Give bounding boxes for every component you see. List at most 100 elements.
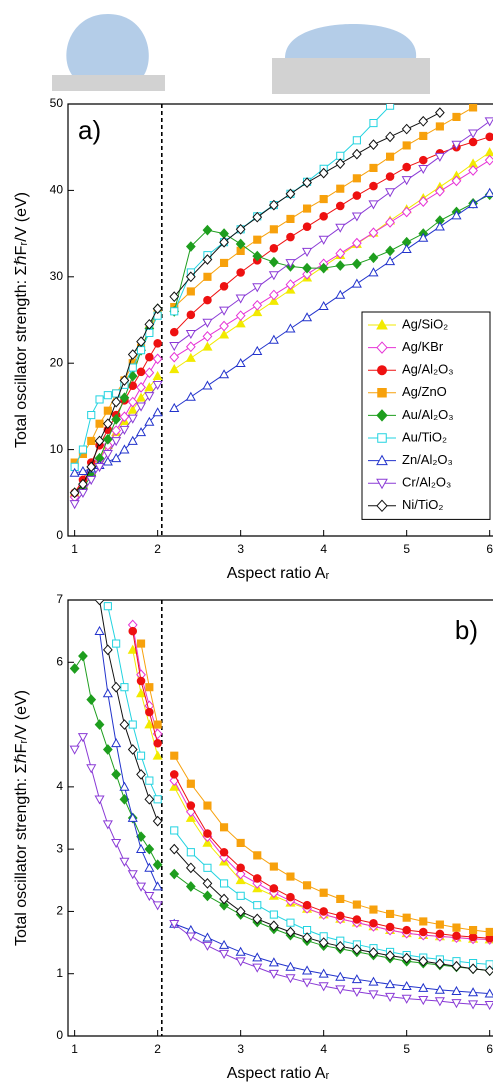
data-point <box>203 801 212 810</box>
data-point <box>169 843 180 855</box>
data-point <box>385 188 396 198</box>
data-point <box>153 339 162 348</box>
data-point <box>235 946 246 956</box>
legend-marker <box>377 433 387 443</box>
data-point <box>402 913 411 922</box>
data-point <box>185 241 196 252</box>
data-point <box>203 272 212 281</box>
data-point <box>119 392 130 404</box>
data-point <box>219 320 229 332</box>
data-point <box>95 395 104 404</box>
data-point <box>152 901 163 911</box>
data-point <box>169 770 179 779</box>
series-line <box>99 600 490 972</box>
plot-area <box>69 600 493 1011</box>
data-point <box>127 644 138 654</box>
data-point <box>252 913 263 925</box>
data-point <box>269 862 278 871</box>
data-point <box>203 829 212 838</box>
data-point <box>219 236 229 248</box>
data-point <box>368 976 379 986</box>
x-tick-label: 5 <box>403 1042 410 1056</box>
data-point <box>352 174 361 183</box>
data-point <box>434 152 445 162</box>
data-point <box>368 267 379 277</box>
data-point <box>484 1001 493 1011</box>
panel-label: b) <box>455 615 478 645</box>
data-point <box>385 256 396 266</box>
data-point <box>219 949 230 960</box>
data-point <box>369 181 378 191</box>
data-point <box>69 500 80 510</box>
legend-label: Ag/KBr <box>402 339 444 354</box>
plot-frame <box>67 599 493 1037</box>
data-point <box>111 413 122 425</box>
x-tick-label: 2 <box>154 1042 161 1056</box>
data-point <box>69 745 80 755</box>
y-tick-label: 7 <box>56 592 63 606</box>
data-point <box>252 283 263 293</box>
data-point <box>252 345 263 355</box>
data-point <box>186 310 196 320</box>
data-point <box>136 831 146 843</box>
data-point <box>186 779 195 788</box>
data-point <box>119 425 130 435</box>
data-point <box>152 370 163 381</box>
data-point <box>94 719 105 730</box>
data-point <box>335 260 346 271</box>
substrate-right <box>272 58 430 94</box>
data-point <box>236 891 245 900</box>
data-point <box>451 985 462 996</box>
data-point <box>128 720 137 729</box>
data-point <box>468 1000 479 1010</box>
data-point <box>87 436 96 446</box>
data-point <box>385 245 395 257</box>
y-axis-title: Total oscillator strength: ΣℏFᵣ/V (eV) <box>13 690 30 946</box>
data-point <box>351 278 362 288</box>
data-point <box>77 465 88 476</box>
x-tick-label: 1 <box>71 1042 78 1056</box>
x-tick-label: 3 <box>237 1042 244 1056</box>
plot-area <box>69 104 493 510</box>
data-point <box>401 952 412 964</box>
data-point <box>102 644 113 656</box>
data-point <box>78 650 88 662</box>
data-point <box>236 838 245 847</box>
data-point <box>485 132 493 142</box>
data-point <box>135 402 147 412</box>
data-point <box>484 147 493 157</box>
data-point <box>434 997 445 1007</box>
data-point <box>185 352 196 362</box>
data-point <box>418 155 428 165</box>
data-point <box>127 435 138 445</box>
data-point <box>185 812 196 822</box>
data-point <box>451 175 462 187</box>
x-tick-label: 4 <box>320 542 327 556</box>
data-point <box>186 848 195 857</box>
data-point <box>186 801 196 810</box>
data-point <box>368 947 379 958</box>
droplet-left <box>66 14 149 75</box>
data-point <box>402 141 411 150</box>
data-point <box>268 289 279 301</box>
data-point <box>144 843 155 855</box>
data-point <box>144 367 155 379</box>
data-point <box>111 437 122 447</box>
data-point <box>152 750 163 760</box>
y-tick-label: 1 <box>56 966 63 980</box>
data-point <box>418 115 429 127</box>
data-point <box>102 744 113 755</box>
data-point <box>318 300 329 311</box>
data-point <box>219 879 229 888</box>
data-point <box>219 899 229 911</box>
series-line <box>132 624 490 940</box>
y-tick-label: 4 <box>56 779 63 793</box>
data-point <box>335 158 346 169</box>
data-point <box>318 235 329 245</box>
data-point <box>202 380 213 390</box>
y-tick-label: 0 <box>56 1028 63 1042</box>
legend-label: Zn/Al₂O₃ <box>402 452 453 467</box>
data-point <box>86 694 97 706</box>
data-point <box>87 410 96 420</box>
